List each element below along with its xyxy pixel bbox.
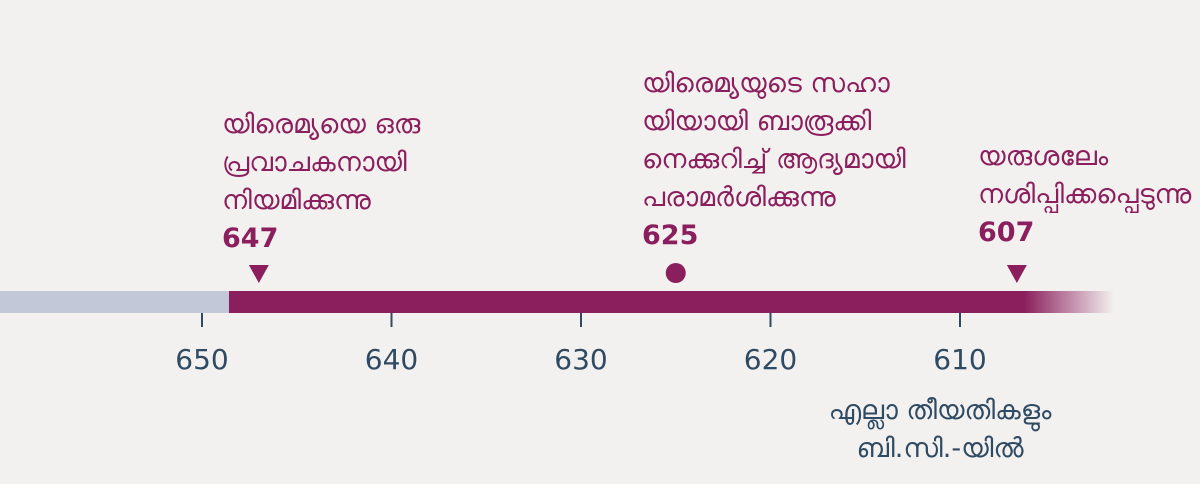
timeline-active-bar [229,291,1025,313]
event-text-line: നശിപ്പിക്കപ്പെടുന്നു [978,179,1192,210]
event-text-line: പ്രവാചകനായി [222,147,407,178]
event-baruch-mention: യിരെമ്യയുടെ സഹാ യിയായി ബാരൂക്കി നെക്കുറി… [642,65,906,255]
event-year: 625 [642,220,699,251]
timeline-past-bar [0,291,231,313]
axis-tick-label: 630 [554,343,607,376]
event-text-line: യിരെമ്യയെ ഒരു [222,109,421,140]
event-text-line: യിരെമ്യയുടെ സഹാ [642,68,890,99]
timeline-fade-bar [1024,291,1114,313]
event-marker-triangle [1006,265,1027,283]
event-marker-triangle [248,265,269,283]
event-text-line: പരാമർശിക്കുന്നു [642,182,836,213]
event-year: 647 [222,223,279,254]
event-text-line: നിയമിക്കുന്നു [222,185,371,216]
event-text-line: യരുശലേം [978,141,1109,172]
event-year: 607 [978,217,1035,248]
event-jerusalem-destroyed: യരുശലേം നശിപ്പിക്കപ്പെടുന്നു 607 [978,138,1191,252]
event-text-line: യിയായി ബാരൂക്കി [642,106,872,137]
note-line: എല്ലാ തീയതികളും [828,395,1052,426]
axis-tick-label: 640 [365,343,418,376]
event-text-line: നെക്കുറിച്ച് ആദ്യമായി [642,144,906,175]
note-line: ബി.സി.-യിൽ [856,433,1024,464]
event-prophet-appointment: യിരെമ്യയെ ഒരു പ്രവാചകനായി നിയമിക്കുന്നു … [222,106,420,258]
axis-tick-label: 650 [175,343,228,376]
dates-note: എല്ലാ തീയതികളും ബി.സി.-യിൽ [760,392,1120,468]
event-marker-circle [665,263,686,283]
axis-tick-label: 620 [744,343,797,376]
axis-tick-label: 610 [933,343,986,376]
